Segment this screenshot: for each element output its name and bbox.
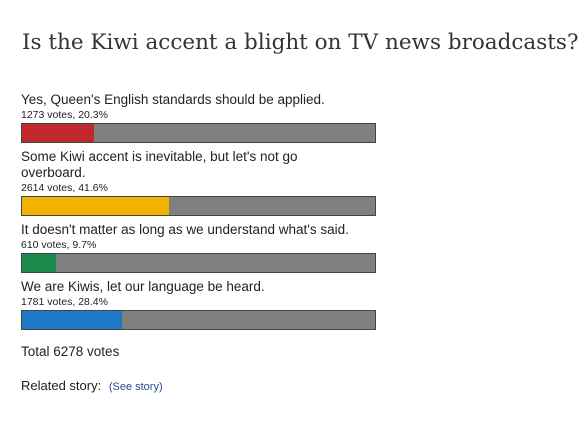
option-label: It doesn't matter as long as we understa… [21,222,349,237]
poll-option: Some Kiwi accent is inevitable, but let'… [21,149,381,216]
total-votes: Total 6278 votes [21,344,120,359]
option-votes: 1781 votes, 28.4% [21,296,108,308]
see-story-link[interactable]: (See story) [108,381,163,393]
poll-options: Yes, Queen's English standards should be… [21,92,381,336]
related-story: Related story: (See story) [21,378,163,393]
poll-title: Is the Kiwi accent a blight on TV news b… [22,30,578,55]
result-bar-fill [22,124,94,142]
result-bar-fill [22,254,57,272]
result-bar-fill [22,197,169,215]
option-votes: 610 votes, 9.7% [21,239,97,251]
poll-option: We are Kiwis, let our language be heard.… [21,279,381,330]
result-bar-fill [22,311,123,329]
result-bar [21,123,376,143]
option-label: Yes, Queen's English standards should be… [21,92,325,107]
option-label: We are Kiwis, let our language be heard. [21,279,265,294]
option-label: Some Kiwi accent is inevitable, but let'… [21,149,298,180]
result-bar [21,310,376,330]
poll-option: It doesn't matter as long as we understa… [21,222,381,273]
related-story-label: Related story: [21,378,102,393]
result-bar [21,196,376,216]
option-votes: 2614 votes, 41.6% [21,182,108,194]
poll-option: Yes, Queen's English standards should be… [21,92,381,143]
result-bar [21,253,376,273]
option-votes: 1273 votes, 20.3% [21,109,108,121]
